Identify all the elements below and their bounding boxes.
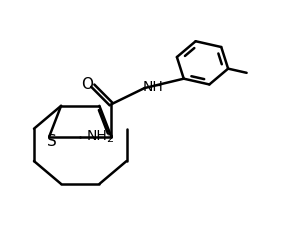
Text: NH: NH (142, 80, 163, 94)
Text: 2: 2 (106, 134, 113, 144)
Text: S: S (47, 134, 57, 148)
Text: O: O (81, 77, 93, 92)
Text: NH: NH (87, 129, 108, 143)
